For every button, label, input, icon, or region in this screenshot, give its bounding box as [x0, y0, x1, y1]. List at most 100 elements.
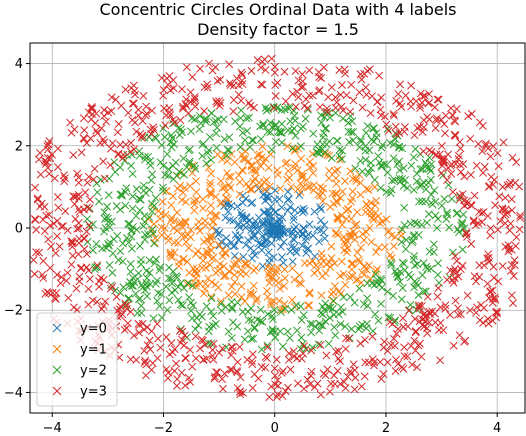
data-point — [346, 167, 355, 176]
data-point — [229, 242, 238, 251]
data-point — [349, 360, 358, 369]
data-point — [86, 134, 95, 143]
data-point — [263, 263, 272, 271]
data-point — [304, 244, 313, 253]
data-point — [316, 182, 325, 191]
data-point — [180, 331, 189, 340]
data-point — [206, 181, 215, 190]
data-point — [247, 66, 256, 75]
data-point — [173, 375, 182, 384]
data-point — [230, 278, 239, 287]
data-point — [34, 155, 43, 164]
data-point — [265, 259, 274, 267]
data-point — [250, 251, 259, 259]
data-point — [99, 157, 108, 166]
data-point — [499, 138, 508, 147]
data-point — [491, 201, 500, 210]
data-point — [325, 258, 334, 267]
data-point — [335, 155, 344, 164]
data-point — [480, 162, 489, 171]
data-point — [411, 328, 420, 337]
data-point — [238, 198, 247, 207]
data-point — [411, 327, 420, 336]
data-point — [218, 252, 227, 261]
data-point — [330, 282, 339, 291]
data-point — [290, 206, 299, 215]
data-point — [289, 124, 298, 133]
data-point — [327, 83, 336, 92]
data-point — [347, 325, 356, 334]
data-point — [493, 225, 502, 234]
data-point — [377, 93, 386, 102]
data-point — [124, 220, 133, 228]
data-point — [228, 305, 237, 314]
data-point — [265, 273, 274, 282]
data-point — [204, 163, 213, 172]
data-point — [308, 149, 317, 158]
data-point — [284, 166, 293, 175]
data-point — [320, 234, 329, 243]
x-tick-label: 2 — [382, 421, 390, 436]
data-point — [286, 365, 295, 374]
data-point — [475, 261, 484, 270]
data-point — [156, 343, 165, 352]
data-point — [170, 238, 179, 247]
data-point — [300, 384, 308, 393]
data-point — [114, 120, 123, 128]
data-point — [297, 205, 306, 214]
data-point — [342, 206, 351, 215]
data-point — [92, 179, 101, 188]
data-point — [238, 166, 247, 174]
data-point — [192, 188, 201, 197]
data-point — [199, 289, 208, 298]
data-point — [222, 241, 231, 250]
data-point — [250, 266, 258, 275]
data-point — [437, 201, 446, 210]
data-point — [297, 172, 306, 181]
data-point — [332, 179, 341, 188]
data-point — [223, 195, 232, 204]
data-point — [44, 235, 53, 244]
data-point — [248, 166, 256, 175]
data-point — [374, 212, 383, 221]
data-point — [334, 354, 343, 363]
data-point — [357, 382, 366, 391]
data-point — [285, 173, 294, 182]
data-point — [426, 166, 435, 175]
data-point — [451, 296, 460, 305]
data-point — [173, 208, 182, 217]
data-point — [371, 310, 380, 319]
data-point — [336, 357, 344, 366]
data-point — [216, 177, 225, 186]
data-point — [337, 289, 346, 298]
data-point — [186, 225, 195, 234]
data-point — [208, 345, 217, 354]
data-point — [127, 138, 135, 147]
data-point — [424, 210, 433, 219]
data-point — [187, 306, 196, 315]
data-point — [394, 89, 403, 98]
data-point — [181, 354, 190, 362]
data-point — [196, 119, 205, 128]
data-point — [361, 358, 370, 367]
data-point — [455, 137, 464, 146]
data-point — [218, 155, 226, 164]
data-point — [347, 80, 356, 89]
data-point — [165, 263, 174, 272]
data-point — [235, 178, 244, 186]
data-point — [184, 109, 193, 118]
data-point — [272, 355, 281, 364]
data-point — [401, 91, 410, 100]
data-point — [121, 85, 130, 94]
data-point — [331, 103, 340, 112]
data-point — [167, 253, 176, 262]
data-point — [191, 325, 200, 334]
data-point — [377, 299, 386, 308]
data-point — [262, 106, 271, 115]
data-point — [410, 261, 419, 270]
data-point — [269, 253, 278, 262]
data-point — [238, 214, 247, 223]
data-point — [186, 182, 195, 190]
data-point — [327, 254, 336, 263]
data-point — [49, 219, 58, 228]
